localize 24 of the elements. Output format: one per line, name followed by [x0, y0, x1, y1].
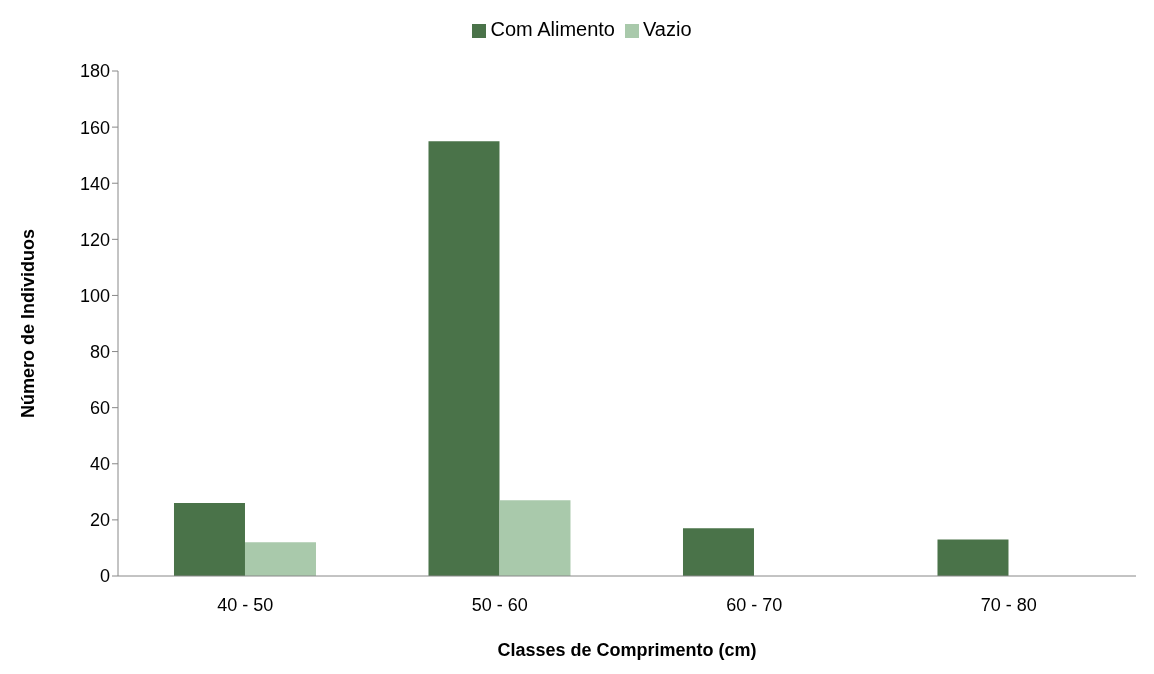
x-tick-label: 40 - 50 [217, 594, 274, 615]
y-tick-label: 20 [89, 510, 110, 531]
x-tick-label: 70 - 80 [980, 594, 1037, 615]
legend-label: Vazio [642, 18, 692, 40]
bar [173, 503, 245, 576]
y-tick-label: 120 [79, 229, 110, 250]
y-tick-label: 40 [89, 454, 110, 475]
y-tick-label: 180 [79, 61, 110, 82]
y-axis-title: Número de Individuos [18, 228, 39, 419]
bar [244, 542, 316, 576]
y-tick-label: 160 [79, 117, 110, 138]
y-tick-label: 100 [79, 285, 110, 306]
y-tick-label: 60 [89, 398, 110, 419]
x-tick-label: 50 - 60 [471, 594, 528, 615]
bar [499, 500, 571, 576]
y-tick-label: 140 [79, 173, 110, 194]
bar [682, 528, 754, 576]
bar [937, 539, 1009, 576]
x-tick-label: 60 - 70 [726, 594, 783, 615]
y-tick-label: 80 [89, 341, 110, 362]
bar [428, 141, 500, 576]
x-axis-title: Classes de Comprimento (cm) [497, 640, 757, 660]
legend-label: Com Alimento [490, 18, 615, 40]
y-tick-label: 0 [99, 566, 110, 587]
